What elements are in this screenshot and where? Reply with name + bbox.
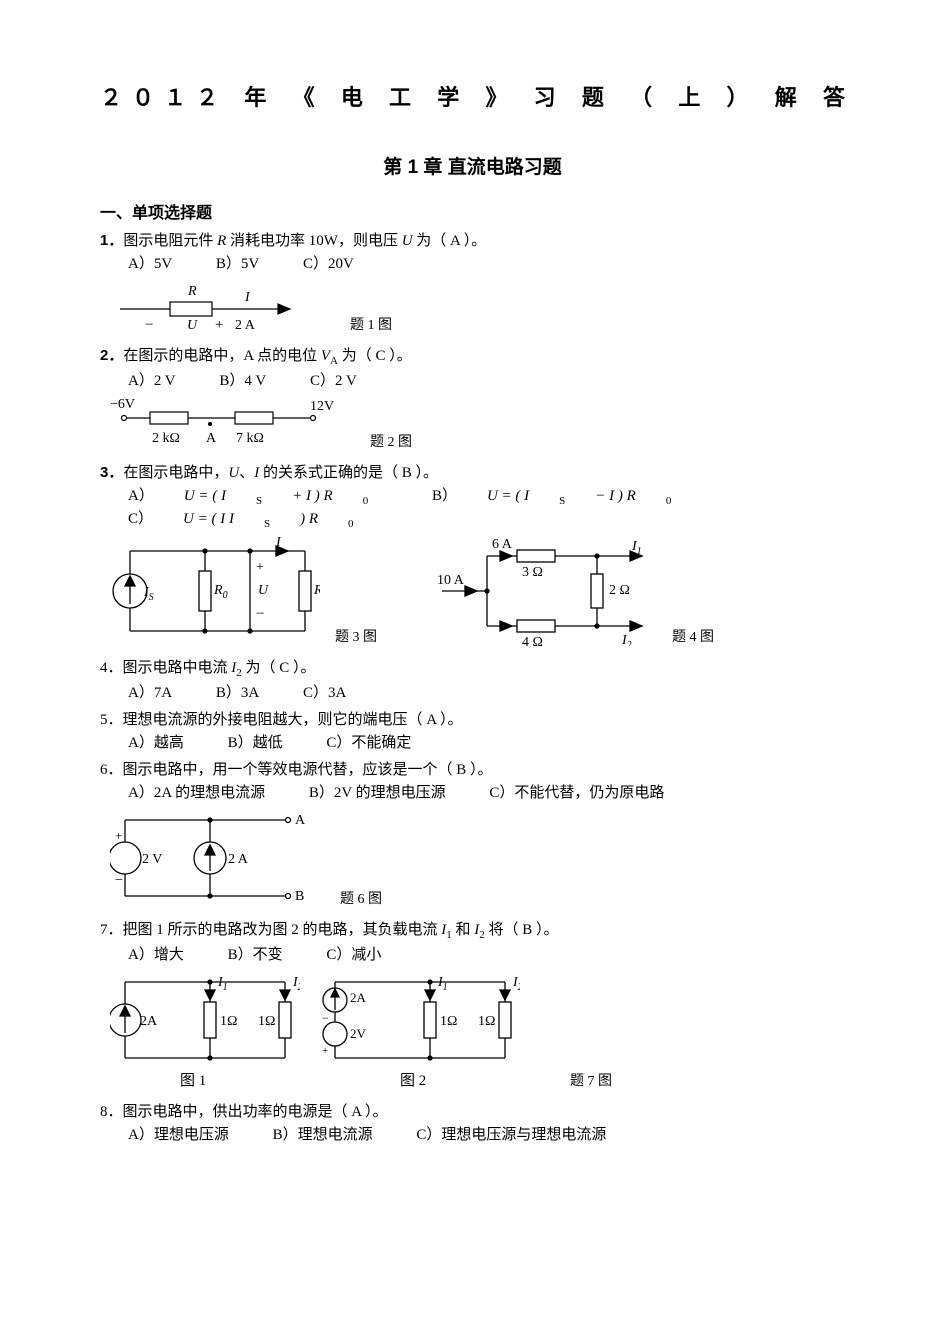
q4-figure: 10 A 6 A 3 Ω 2 Ω 4 Ω I1 I2 xyxy=(437,536,657,646)
q3-fig-caption: 题 3 图 xyxy=(335,626,377,646)
svg-text:RL: RL xyxy=(313,583,320,601)
svg-text:−6V: −6V xyxy=(110,397,135,412)
svg-text:图 2: 图 2 xyxy=(400,1072,426,1089)
svg-text:2 A: 2 A xyxy=(228,852,249,867)
svg-text:+: + xyxy=(322,1045,328,1057)
q2-text: 2．在图示的电路中，A 点的电位 VA 为（ C ）。 xyxy=(100,344,845,367)
q6-options: A）2A 的理想电流源 B）2V 的理想电压源 C）不能代替，仍为原电路 xyxy=(128,781,845,802)
svg-text:10 A: 10 A xyxy=(437,573,465,588)
svg-text:I2: I2 xyxy=(292,975,300,993)
q2-figure-row: −6V 12V 2 kΩ A 7 kΩ 题 2 图 xyxy=(110,396,845,451)
svg-text:R0: R0 xyxy=(213,583,228,601)
q3-text: 3．在图示电路中，U、I 的关系式正确的是（ B ）。 xyxy=(100,461,845,482)
q2-options: A）2 V B）4 V C）2 V xyxy=(128,369,845,390)
svg-text:−: − xyxy=(322,1011,329,1025)
svg-text:U: U xyxy=(258,583,269,598)
svg-text:−: − xyxy=(145,317,153,333)
svg-text:4 Ω: 4 Ω xyxy=(522,635,543,646)
q1-fig-caption: 题 1 图 xyxy=(350,314,392,334)
svg-text:2A: 2A xyxy=(350,990,367,1005)
q1-figure-row: R I − U + 2 A 题 1 图 xyxy=(110,279,845,334)
svg-text:1Ω: 1Ω xyxy=(220,1014,237,1029)
q7-figure-row: 2A 1Ω 1Ω 1Ω I1 I2 图 1 xyxy=(110,970,845,1090)
svg-text:I2: I2 xyxy=(621,633,632,646)
svg-text:I: I xyxy=(244,290,251,305)
svg-text:2 A: 2 A xyxy=(235,318,256,333)
q5-options: A）越高 B）越低 C）不能确定 xyxy=(128,731,845,752)
svg-text:B: B xyxy=(295,889,304,904)
section-title: 一、单项选择题 xyxy=(100,199,845,223)
q4-fig-caption: 题 4 图 xyxy=(672,626,714,646)
svg-text:1Ω: 1Ω xyxy=(478,1014,495,1029)
q4-text: 4．图示电路中电流 I2 为（ C ）。 xyxy=(100,656,845,679)
q3-options: A）U = ( IS + I ) R0 B）U = ( IS − I ) R0 … xyxy=(128,484,845,530)
q1-options: A）5V B）5V C）20V xyxy=(128,252,845,273)
svg-text:7 kΩ: 7 kΩ xyxy=(236,431,264,446)
svg-text:+: + xyxy=(215,317,223,333)
svg-text:U: U xyxy=(187,318,198,333)
q7-options: A）增大 B）不变 C）减小 xyxy=(128,943,845,964)
q1-figure: R I − U + 2 A xyxy=(110,279,320,334)
q5-text: 5．理想电流源的外接电阻越大，则它的端电压（ A ）。 xyxy=(100,708,845,729)
svg-text:2 Ω: 2 Ω xyxy=(609,583,630,598)
svg-text:R: R xyxy=(187,284,197,299)
q6-figure-row: + − 2 V 2 A A B 题 6 图 xyxy=(110,808,845,908)
svg-text:2 kΩ: 2 kΩ xyxy=(152,431,180,446)
svg-text:−: − xyxy=(256,606,264,622)
q6-text: 6．图示电路中，用一个等效电源代替，应该是一个（ B ）。 xyxy=(100,758,845,779)
svg-text:2V: 2V xyxy=(350,1026,367,1041)
q3-q4-figure-row: IS R0 + U − RL I 题 3 图 xyxy=(110,536,845,646)
svg-text:12V: 12V xyxy=(310,399,334,414)
q7-figure1: 2A 1Ω 1Ω 1Ω I1 I2 图 1 xyxy=(110,970,300,1090)
q6-fig-caption: 题 6 图 xyxy=(340,888,382,908)
q3-figure: IS R0 + U − RL I xyxy=(110,536,320,646)
q7-fig-caption: 题 7 图 xyxy=(570,1070,612,1090)
chapter-title: 第 1 章 直流电路习题 xyxy=(100,152,845,179)
svg-text:1Ω: 1Ω xyxy=(440,1014,457,1029)
q2-figure: −6V 12V 2 kΩ A 7 kΩ xyxy=(110,396,340,451)
svg-text:A: A xyxy=(206,431,217,446)
q8-text: 8．图示电路中，供出功率的电源是（ A ）。 xyxy=(100,1100,845,1121)
q7-figure2: 2A 2V − + 1Ω 1Ω I1 I2 图 2 xyxy=(320,970,520,1090)
svg-text:6 A: 6 A xyxy=(492,537,513,552)
svg-text:−: − xyxy=(115,873,123,888)
svg-text:I2: I2 xyxy=(512,975,520,993)
q6-figure: + − 2 V 2 A A B xyxy=(110,808,310,908)
q7-text: 7．把图 1 所示的电路改为图 2 的电路，其负载电流 I1 和 I2 将（ B… xyxy=(100,918,845,941)
svg-text:+: + xyxy=(256,560,264,575)
svg-text:A: A xyxy=(295,813,306,828)
page-title: ２０１２ 年 《 电 工 学 》 习 题 （ 上 ） 解 答 xyxy=(100,80,845,112)
svg-text:3 Ω: 3 Ω xyxy=(522,565,543,580)
svg-text:+: + xyxy=(115,828,122,843)
svg-text:2 V: 2 V xyxy=(142,852,162,867)
svg-text:I1: I1 xyxy=(217,975,228,993)
q8-options: A）理想电压源 B）理想电流源 C）理想电压源与理想电流源 xyxy=(128,1123,845,1144)
q1-text: 1．图示电阻元件 R 消耗电功率 10W，则电压 U 为（ A ）。 xyxy=(100,229,845,250)
svg-text:2A: 2A xyxy=(140,1014,158,1029)
svg-text:图 1: 图 1 xyxy=(180,1072,206,1089)
q4-options: A）7A B）3A C）3A xyxy=(128,681,845,702)
q2-fig-caption: 题 2 图 xyxy=(370,431,412,451)
svg-text:1Ω: 1Ω xyxy=(258,1014,275,1029)
svg-text:I1: I1 xyxy=(437,975,448,993)
